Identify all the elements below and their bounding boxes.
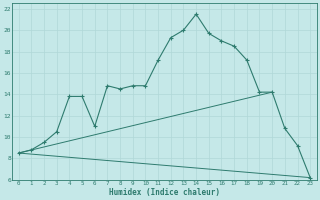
X-axis label: Humidex (Indice chaleur): Humidex (Indice chaleur) xyxy=(109,188,220,197)
